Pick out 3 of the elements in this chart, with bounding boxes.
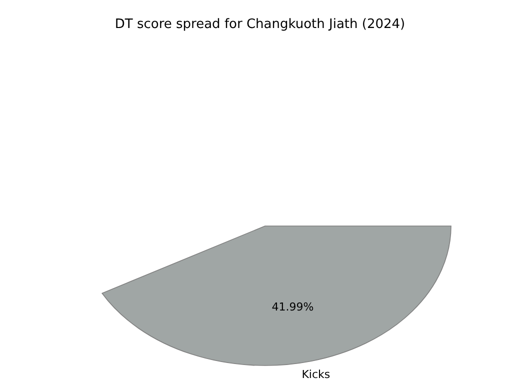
slice-label: Kicks: [302, 368, 330, 382]
data-label: 41.99%: [272, 300, 314, 314]
chart-title: DT score spread for Changkuoth Jiath (2024): [114, 17, 406, 32]
